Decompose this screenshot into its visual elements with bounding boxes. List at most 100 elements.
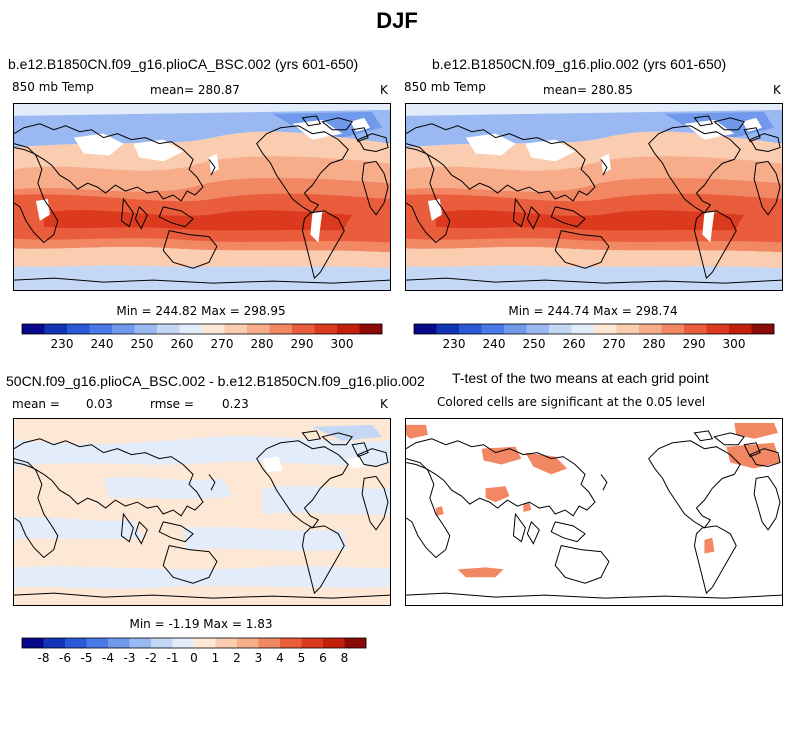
colorbar3-border xyxy=(21,637,367,649)
panel1-title: b.e12.B1850CN.f09_g16.plioCA_BSC.002 (yr… xyxy=(8,56,359,72)
colorbar3-swatch xyxy=(22,638,44,648)
panel3-units: K xyxy=(380,397,388,411)
colorbar1-swatch xyxy=(337,324,360,334)
panel2-temperature-field xyxy=(406,104,782,290)
colorbar3-tick-label: -4 xyxy=(102,651,114,665)
colorbar2-swatch xyxy=(526,324,550,334)
colorbar1-tick-label: 250 xyxy=(131,337,154,351)
colorbar1-tick-label: 230 xyxy=(51,337,74,351)
panel1-units: K xyxy=(380,83,388,97)
colorbar1-tick-label: 240 xyxy=(91,337,114,351)
colorbar1-swatch xyxy=(314,324,338,334)
colorbar1-swatch xyxy=(179,324,203,334)
colorbar2-tick-label: 230 xyxy=(443,337,466,351)
colorbar1-swatch xyxy=(112,324,135,334)
colorbar1-swatch xyxy=(134,324,158,334)
colorbar1-tick-label: 290 xyxy=(291,337,314,351)
colorbar2-swatch xyxy=(639,324,662,334)
colorbar3-tick-label: 3 xyxy=(255,651,263,665)
colorbar2-swatch xyxy=(436,324,460,334)
colorbar1-swatch xyxy=(359,324,383,334)
colorbar3-tick-label: 6 xyxy=(319,651,327,665)
colorbar2-border xyxy=(413,323,775,335)
panel4-map xyxy=(405,418,783,606)
colorbar1-swatch xyxy=(224,324,248,334)
colorbar3-swatch xyxy=(108,638,130,648)
colorbar3-tick-label: -2 xyxy=(145,651,157,665)
panel2-mean: mean= 280.85 xyxy=(543,83,633,97)
panel1-variable: 850 mb Temp xyxy=(12,80,94,94)
colorbar1-tick-label: 270 xyxy=(211,337,234,351)
colorbar3-tick-label: 2 xyxy=(233,651,241,665)
colorbar3-swatch xyxy=(65,638,87,648)
panel3-colorbar-svg: -8 -6 -5 -4 -3 -2 -1 0 1 2 3 4 5 6 8 xyxy=(21,637,367,665)
panel3-mean-label: mean = xyxy=(12,397,60,411)
panel3-mean-value: 0.03 xyxy=(86,397,113,411)
panel1-colorbar: 230 240 250 260 270 280 290 300 xyxy=(21,323,383,351)
panel3-map xyxy=(13,418,391,606)
colorbar2-tick-label: 240 xyxy=(483,337,506,351)
panel1-colorbar-svg: 230 240 250 260 270 280 290 300 xyxy=(21,323,383,351)
panel1-map xyxy=(13,103,391,291)
colorbar2-tick-label: 250 xyxy=(523,337,546,351)
colorbar1-swatch xyxy=(269,324,293,334)
colorbar1-tick-label: 300 xyxy=(331,337,354,351)
colorbar1-border xyxy=(21,323,383,335)
colorbar2-swatch xyxy=(706,324,730,334)
colorbar3-swatch xyxy=(258,638,281,648)
panel1-mean: mean= 280.87 xyxy=(150,83,240,97)
colorbar3-swatch xyxy=(301,638,324,648)
colorbar3-swatch xyxy=(323,638,345,648)
colorbar1-swatch xyxy=(44,324,68,334)
colorbar3-tick-label: -5 xyxy=(81,651,93,665)
colorbar3-swatch xyxy=(280,638,302,648)
colorbar3-tick-label: 5 xyxy=(298,651,306,665)
colorbar3-swatch xyxy=(194,638,216,648)
colorbar3-swatch xyxy=(151,638,173,648)
colorbar1-swatch xyxy=(22,324,45,334)
panel2-units: K xyxy=(773,83,781,97)
colorbar2-tick-label: 280 xyxy=(643,337,666,351)
colorbar3-swatch xyxy=(86,638,109,648)
colorbar2-swatch xyxy=(481,324,505,334)
panel3-colorbar: -8 -6 -5 -4 -3 -2 -1 0 1 2 3 4 5 6 8 xyxy=(21,637,367,665)
colorbar1-swatch xyxy=(67,324,90,334)
colorbar2-tick-label: 260 xyxy=(563,337,586,351)
panel2-minmax: Min = 244.74 Max = 298.74 xyxy=(508,304,678,318)
colorbar3-tick-label: 4 xyxy=(276,651,284,665)
panel3-minmax: Min = -1.19 Max = 1.83 xyxy=(129,617,273,631)
colorbar3-swatch xyxy=(43,638,66,648)
colorbar2-swatch xyxy=(616,324,640,334)
colorbar1-tick-label: 280 xyxy=(251,337,274,351)
colorbar3-tick-label: 1 xyxy=(212,651,220,665)
colorbar2-tick-label: 300 xyxy=(723,337,746,351)
colorbar1-swatch xyxy=(202,324,225,334)
panel3-title: 50CN.f09_g16.plioCA_BSC.002 - b.e12.B185… xyxy=(6,373,425,389)
colorbar3-tick-label: -6 xyxy=(59,651,71,665)
panel2-colorbar: 230 240 250 260 270 280 290 300 xyxy=(413,323,775,351)
colorbar1-swatch xyxy=(292,324,315,334)
colorbar2-swatch xyxy=(459,324,482,334)
colorbar3-swatch xyxy=(215,638,238,648)
colorbar2-swatch xyxy=(661,324,685,334)
colorbar3-swatch xyxy=(172,638,195,648)
panel3-difference-field xyxy=(14,419,390,605)
colorbar3-tick-label: 8 xyxy=(341,651,349,665)
colorbar2-tick-label: 270 xyxy=(603,337,626,351)
panel4-significance-field xyxy=(406,419,782,605)
colorbar1-swatch xyxy=(157,324,180,334)
colorbar2-swatch xyxy=(594,324,617,334)
colorbar2-swatch xyxy=(751,324,775,334)
figure-title: DJF xyxy=(376,8,418,33)
colorbar3-swatch xyxy=(129,638,152,648)
panel3-rmse-label: rmse = xyxy=(150,397,194,411)
panel2-map xyxy=(405,103,783,291)
panel2-title: b.e12.B1850CN.f09_g16.plio.002 (yrs 601-… xyxy=(432,56,727,72)
panel2-colorbar-svg: 230 240 250 260 270 280 290 300 xyxy=(413,323,775,351)
colorbar3-tick-label: 0 xyxy=(190,651,198,665)
colorbar2-swatch xyxy=(729,324,752,334)
colorbar2-swatch xyxy=(414,324,437,334)
colorbar3-tick-label: -3 xyxy=(124,651,136,665)
colorbar3-swatch xyxy=(237,638,259,648)
panel2-variable: 850 mb Temp xyxy=(404,80,486,94)
